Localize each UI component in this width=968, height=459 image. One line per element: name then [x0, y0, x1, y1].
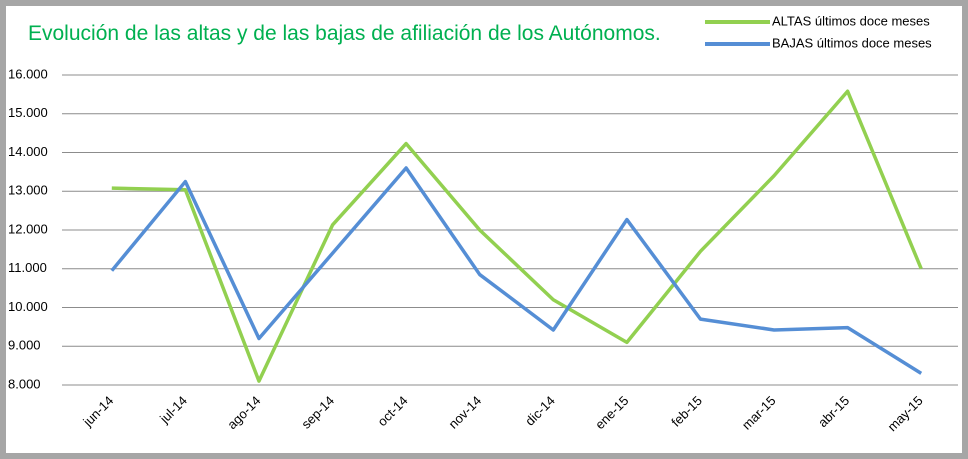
series-line — [110, 166, 923, 375]
series-line — [111, 89, 923, 383]
y-tick-label: 9.000 — [8, 338, 41, 353]
legend-label: ALTAS últimos doce meses — [772, 13, 930, 28]
y-tick-label: 12.000 — [8, 221, 48, 236]
y-tick-label: 16.000 — [8, 66, 48, 81]
legend-label: BAJAS últimos doce meses — [772, 35, 932, 50]
chart-title: Evolución de las altas y de las bajas de… — [28, 22, 661, 45]
y-tick-label: 15.000 — [8, 105, 48, 120]
y-tick-label: 13.000 — [8, 183, 48, 198]
y-tick-label: 10.000 — [8, 299, 48, 314]
y-tick-label: 14.000 — [8, 144, 48, 159]
y-tick-label: 11.000 — [8, 260, 47, 275]
y-tick-label: 8.000 — [8, 376, 41, 391]
